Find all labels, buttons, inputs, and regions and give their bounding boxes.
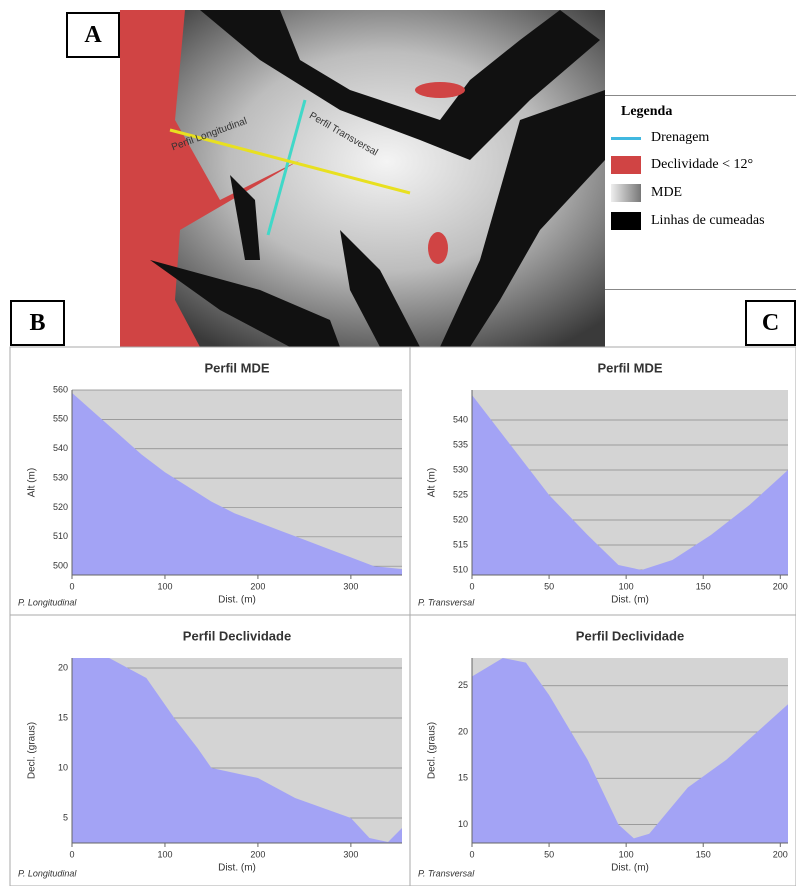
panel-label: B	[10, 300, 65, 346]
page: Perfil Transversal Perfil Longitudinal P…	[0, 0, 796, 886]
y-tick-label: 20	[458, 726, 468, 736]
y-tick-label: 15	[58, 712, 68, 722]
y-tick-label: 530	[453, 464, 468, 474]
x-tick-label: 100	[619, 849, 634, 859]
x-tick-label: 0	[469, 849, 474, 859]
y-axis-label: Alt (m)	[27, 468, 38, 497]
y-axis-label: Alt (m)	[427, 468, 438, 497]
y-tick-label: 530	[53, 472, 68, 482]
chart-title: Perfil Declividade	[576, 628, 684, 643]
panel-label: C	[745, 300, 796, 346]
note: P. Transversal	[418, 868, 475, 878]
y-tick-label: 525	[453, 489, 468, 499]
x-tick-label: 100	[157, 581, 172, 591]
y-tick-label: 10	[458, 819, 468, 829]
chart-title: Perfil MDE	[204, 360, 269, 375]
x-tick-label: 0	[69, 849, 74, 859]
legend: Legenda Drenagem Declividade < 12° MDE L…	[605, 95, 796, 290]
x-tick-label: 200	[250, 849, 265, 859]
note: P. Transversal	[418, 597, 475, 607]
y-tick-label: 515	[453, 539, 468, 549]
x-tick-label: 300	[343, 581, 358, 591]
x-tick-label: 200	[250, 581, 265, 591]
legend-item: Linhas de cumeadas	[651, 213, 765, 229]
x-tick-label: 100	[157, 849, 172, 859]
x-tick-label: 0	[469, 581, 474, 591]
y-tick-label: 510	[53, 531, 68, 541]
y-tick-label: 500	[53, 561, 68, 571]
note: P. Longitudinal	[18, 597, 77, 607]
y-tick-label: 520	[53, 502, 68, 512]
x-tick-label: 0	[69, 581, 74, 591]
y-tick-label: 5	[63, 812, 68, 822]
x-axis-label: Dist. (m)	[611, 595, 649, 606]
y-tick-label: 510	[453, 564, 468, 574]
x-tick-label: 50	[544, 581, 554, 591]
map: Perfil Transversal Perfil Longitudinal	[120, 10, 605, 347]
x-axis-label: Dist. (m)	[611, 863, 649, 874]
y-tick-label: 15	[458, 773, 468, 783]
y-tick-label: 10	[58, 762, 68, 772]
x-tick-label: 150	[696, 581, 711, 591]
y-tick-label: 20	[58, 662, 68, 672]
chart-title: Perfil Declividade	[183, 628, 291, 643]
y-tick-label: 550	[53, 414, 68, 424]
x-tick-label: 200	[773, 849, 788, 859]
y-tick-label: 535	[453, 439, 468, 449]
x-tick-label: 50	[544, 849, 554, 859]
x-tick-label: 100	[619, 581, 634, 591]
y-tick-label: 520	[453, 514, 468, 524]
y-tick-label: 540	[453, 414, 468, 424]
x-tick-label: 150	[696, 849, 711, 859]
x-axis-label: Dist. (m)	[218, 863, 256, 874]
x-tick-label: 200	[773, 581, 788, 591]
x-tick-label: 300	[343, 849, 358, 859]
y-axis-label: Decl. (graus)	[27, 722, 38, 779]
x-axis-label: Dist. (m)	[218, 595, 256, 606]
legend-item: Declividade < 12°	[651, 157, 753, 173]
legend-item: Drenagem	[651, 130, 709, 146]
legend-title: Legenda	[611, 104, 790, 120]
y-tick-label: 25	[458, 680, 468, 690]
panel-label: A	[66, 12, 120, 58]
note: P. Longitudinal	[18, 868, 77, 878]
legend-item: MDE	[651, 185, 682, 201]
y-tick-label: 540	[53, 443, 68, 453]
y-tick-label: 560	[53, 384, 68, 394]
y-axis-label: Decl. (graus)	[427, 722, 438, 779]
chart-title: Perfil MDE	[597, 360, 662, 375]
